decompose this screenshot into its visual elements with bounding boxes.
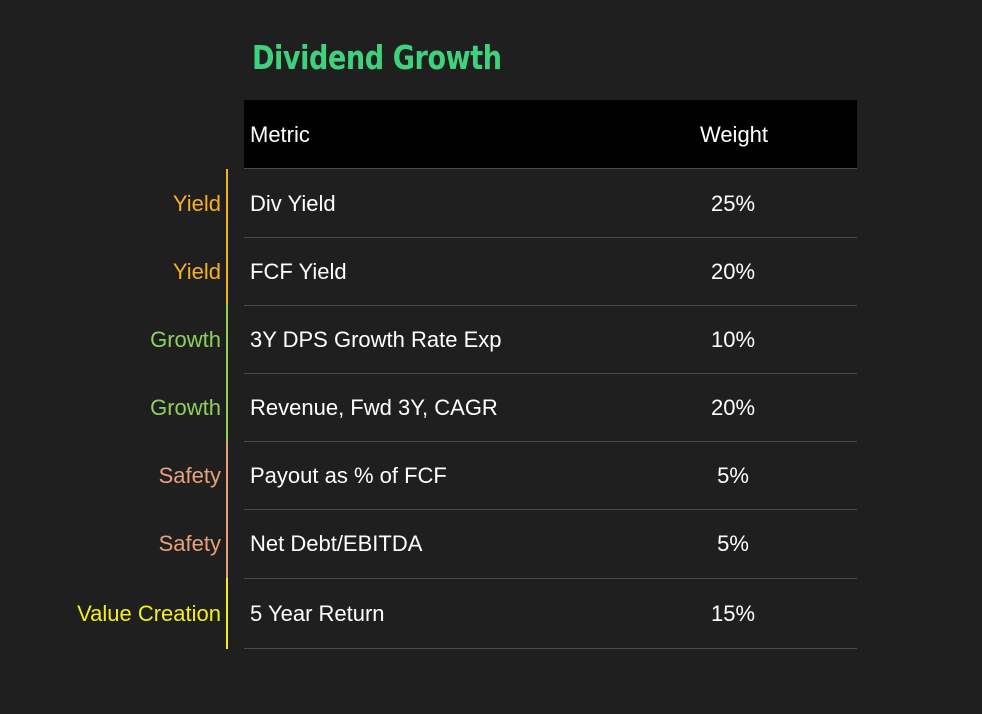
metric-cell: Net Debt/EBITDA <box>250 531 423 556</box>
weight-column-header: Weight <box>699 122 769 147</box>
weight-cell: 25% <box>710 191 756 216</box>
table-row: Div Yield 25% <box>244 169 857 238</box>
metric-cell: 5 Year Return <box>250 601 385 626</box>
metric-cell: Div Yield <box>250 191 336 216</box>
weight-cell: 20% <box>710 259 756 284</box>
table-row: 3Y DPS Growth Rate Exp 10% <box>244 305 857 374</box>
weight-cell: 15% <box>710 601 756 626</box>
category-label: Growth <box>150 327 221 352</box>
yield-category-bar <box>226 169 228 305</box>
metric-column-header: Metric <box>250 122 310 147</box>
growth-category-bar <box>226 305 228 441</box>
weight-cell: 20% <box>710 395 756 420</box>
category-label: Growth <box>150 395 221 420</box>
table-row: FCF Yield 20% <box>244 237 857 306</box>
safety-category-bar <box>226 441 228 578</box>
category-label: Value Creation <box>77 601 221 626</box>
weight-cell: 5% <box>717 463 749 488</box>
table-header: Metric Weight <box>244 100 857 169</box>
category-label: Safety <box>158 463 221 488</box>
category-label: Yield <box>172 191 221 216</box>
metric-cell: FCF Yield <box>250 259 347 284</box>
metric-cell: Payout as % of FCF <box>250 463 447 488</box>
category-label: Yield <box>172 259 221 284</box>
table-row: Revenue, Fwd 3Y, CAGR 20% <box>244 373 857 442</box>
metric-cell: 3Y DPS Growth Rate Exp <box>250 327 502 352</box>
value-creation-category-bar <box>226 578 228 649</box>
weight-cell: 5% <box>717 531 749 556</box>
metric-cell: Revenue, Fwd 3Y, CAGR <box>250 395 498 420</box>
category-label: Safety <box>158 531 221 556</box>
table-row: Payout as % of FCF 5% <box>244 441 857 510</box>
weight-cell: 10% <box>710 327 756 352</box>
page-title: Dividend Growth <box>252 38 502 77</box>
table-row: Net Debt/EBITDA 5% <box>244 509 857 579</box>
table-row: 5 Year Return 15% <box>244 579 857 649</box>
